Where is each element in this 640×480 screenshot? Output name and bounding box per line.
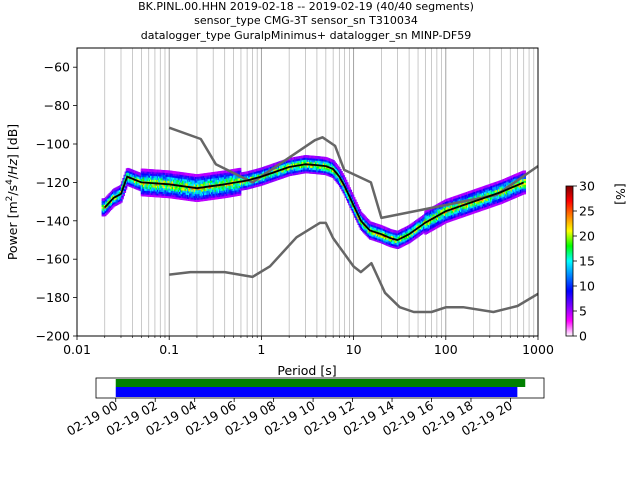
coverage-data xyxy=(115,379,526,387)
colorbar-tick-label: 20 xyxy=(579,229,595,244)
y-tick-label: −140 xyxy=(36,213,70,228)
colorbar-tick-label: 15 xyxy=(579,254,595,269)
density-cell xyxy=(337,167,341,170)
density-cell xyxy=(340,171,343,174)
density-cell xyxy=(335,164,339,168)
y-tick-label: −160 xyxy=(36,252,70,267)
colorbar-gradient xyxy=(565,185,574,337)
density-cell xyxy=(353,199,357,203)
density-cell xyxy=(358,209,362,213)
colorbar-tick-label: 0 xyxy=(579,329,587,344)
density-cell xyxy=(523,170,527,174)
density-cell xyxy=(523,176,527,179)
coverage-segments xyxy=(115,387,518,397)
y-tick-label: −80 xyxy=(44,98,70,113)
density-cell xyxy=(333,161,336,165)
coverage-bars xyxy=(115,379,526,397)
colorbar-tick-label: 30 xyxy=(579,179,595,194)
density-cell xyxy=(523,189,527,193)
density-cell xyxy=(523,178,527,181)
y-tick-label: −120 xyxy=(36,175,70,190)
density-cell xyxy=(336,165,340,169)
x-tick-label: 0.01 xyxy=(63,342,91,357)
colorbar-tick-label: 25 xyxy=(579,204,595,219)
density-cell xyxy=(121,196,124,200)
density-cell xyxy=(334,162,338,166)
density-cell xyxy=(238,190,242,194)
mean-line xyxy=(104,163,525,241)
density-cell xyxy=(352,197,356,200)
y-axis-label: Power [m2/s4/Hz] [dB] xyxy=(5,124,20,260)
y-tick-label: −200 xyxy=(36,329,70,344)
density-cell xyxy=(238,169,242,173)
density-cell xyxy=(523,187,527,191)
x-axis-label: Period [s] xyxy=(277,363,336,378)
y-axis-ticks: −60 −80 −100 −120 −140 −160 −180 −200 xyxy=(36,60,77,344)
density-cell xyxy=(348,187,351,190)
density-cell xyxy=(339,168,342,172)
density-cell xyxy=(523,191,527,195)
title-line-1: BK.PINL.00.HHN 2019-02-18 -- 2019-02-19 … xyxy=(138,0,474,13)
density-cell xyxy=(341,173,344,176)
density-cell xyxy=(523,183,527,187)
x-tick-label: 10 xyxy=(346,342,362,357)
noise-model-high-line xyxy=(168,126,539,220)
y-tick-label: −100 xyxy=(36,137,70,152)
series-lines xyxy=(104,126,539,314)
x-tick-label: 100 xyxy=(434,342,458,357)
density-cell xyxy=(120,199,123,203)
x-tick-label: 0.1 xyxy=(159,342,179,357)
density-cell xyxy=(351,194,355,198)
density-cell xyxy=(344,179,348,183)
colorbar-label: [%] xyxy=(613,183,628,205)
density-cell xyxy=(238,167,242,171)
noise-model-low-line xyxy=(169,221,539,314)
psd-plot-area: 0.01 0.1 1 10 100 1000 −60 −80 −100 −120 −140 −160… xyxy=(5,47,554,378)
density-cell xyxy=(124,186,128,190)
x-tick-label: 1000 xyxy=(522,342,554,357)
density-cell xyxy=(523,172,527,176)
y-tick-label: −60 xyxy=(44,60,70,75)
density-cell xyxy=(342,175,346,179)
density-cell xyxy=(355,201,358,205)
colorbar-ticks: 0 5 10 15 20 25 30 xyxy=(573,179,595,344)
density-cell xyxy=(332,159,335,163)
density-cell xyxy=(357,206,361,210)
colorbar-tick-label: 5 xyxy=(579,304,587,319)
x-tick-label: 1 xyxy=(257,342,265,357)
title-line-2: sensor_type CMG-3T sensor_sn T310034 xyxy=(194,14,418,27)
density-cell xyxy=(523,185,527,189)
density-cell xyxy=(123,190,127,193)
density-cell xyxy=(350,192,354,195)
density-cell xyxy=(122,193,125,197)
density-cell xyxy=(343,177,347,181)
density-cell xyxy=(345,182,349,186)
y-tick-label: −180 xyxy=(36,290,70,305)
x-axis-ticks: 0.01 0.1 1 10 100 1000 xyxy=(63,336,554,357)
title-line-3: datalogger_type GuralpMinimus+ datalogge… xyxy=(141,29,472,42)
chart-title: BK.PINL.00.HHN 2019-02-18 -- 2019-02-19 … xyxy=(138,0,474,42)
density-cell xyxy=(349,189,352,193)
density-cell xyxy=(238,192,242,196)
probability-density-cells xyxy=(101,155,527,250)
density-cell xyxy=(347,184,350,188)
density-cell xyxy=(523,180,527,183)
density-cell xyxy=(523,181,527,185)
colorbar-tick-label: 10 xyxy=(579,279,595,294)
colorbar: 0 5 10 15 20 25 30 [%] xyxy=(565,179,628,344)
plot-frame xyxy=(76,47,539,337)
density-cell xyxy=(356,204,359,208)
